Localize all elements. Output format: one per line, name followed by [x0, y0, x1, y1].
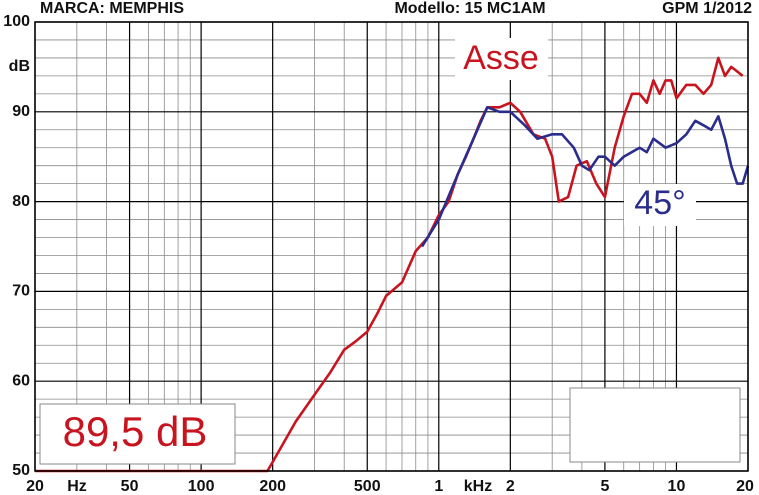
y-tick-label: 60	[12, 372, 30, 389]
angle-box	[624, 184, 696, 226]
x-axis-label-k: kHz	[464, 478, 492, 495]
lines	[35, 56, 750, 473]
y-tick-label: 100	[3, 13, 30, 30]
x-tick-label: 20	[26, 478, 44, 495]
plot-frame	[34, 21, 749, 472]
x-tick-label: 5	[600, 478, 609, 495]
x-tick-label: 100	[188, 478, 215, 495]
empty-box	[569, 387, 741, 463]
asse-box	[455, 38, 548, 80]
series-line	[35, 56, 744, 473]
x-axis-label: Hz	[67, 478, 87, 495]
angle-label: 45°	[634, 184, 685, 222]
x-tick-label: 2	[506, 478, 515, 495]
sensitivity-label: 89,5 dB	[63, 408, 208, 455]
x-tick-label: 500	[354, 478, 381, 495]
title-left: MARCA: MEMPHIS	[40, 0, 184, 17]
sensitivity-box	[39, 403, 236, 465]
series-line	[420, 106, 750, 248]
x-tick-label: 20	[736, 478, 754, 495]
x-tick-label: 50	[121, 478, 139, 495]
title-center: Modello: 15 MC1AM	[394, 0, 545, 17]
y-tick-label: 90	[12, 103, 30, 120]
title-right: GPM 1/2012	[662, 0, 752, 17]
x-tick-label: 10	[668, 478, 686, 495]
y-axis-label: dB	[9, 58, 30, 75]
x-tick-label: 1	[434, 478, 443, 495]
y-tick-label: 50	[12, 462, 30, 479]
asse-label: Asse	[463, 39, 539, 77]
y-tick-label: 80	[12, 193, 30, 210]
y-tick-label: 70	[12, 283, 30, 300]
x-tick-label: 200	[259, 478, 286, 495]
